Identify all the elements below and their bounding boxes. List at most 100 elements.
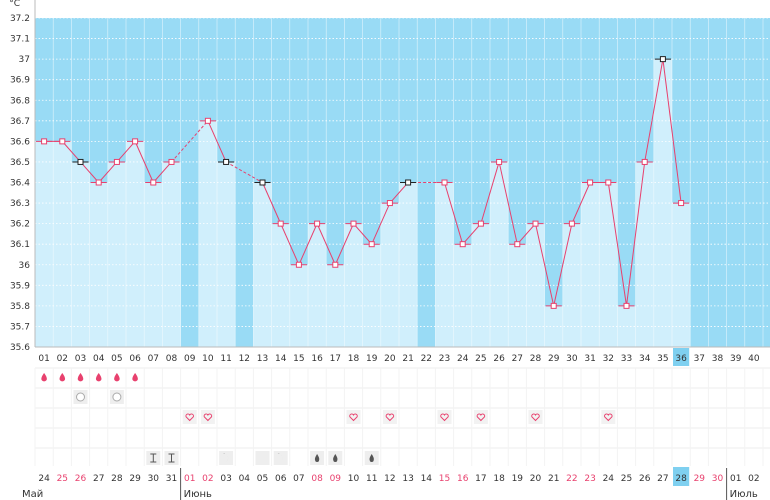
temperature-column — [126, 141, 145, 347]
temperature-point — [204, 117, 211, 124]
temperature-column — [635, 161, 654, 347]
y-axis-unit-label: °C — [9, 0, 20, 9]
cycle-day-label: 15 — [293, 354, 304, 364]
calendar-date-label: 09 — [330, 474, 342, 484]
small-drop-icon — [314, 454, 320, 462]
cycle-day-label: 13 — [257, 354, 268, 364]
temperature-column — [71, 161, 90, 347]
calendar-date-label: 08 — [311, 474, 323, 484]
icon-tile — [346, 410, 361, 424]
temperature-column — [672, 203, 691, 347]
temperature-segment — [626, 161, 646, 306]
calendar-date-label: 11 — [366, 474, 377, 484]
temperature-point — [350, 220, 357, 227]
cycle-day-label: 17 — [330, 354, 341, 364]
temperature-point — [259, 179, 266, 186]
cycle-day-label: 05 — [111, 354, 122, 364]
cycle-day-label: 12 — [239, 354, 250, 364]
cycle-day-label: 38 — [712, 354, 724, 364]
calendar-date-label: 29 — [129, 474, 141, 484]
temperature-segment — [498, 161, 518, 245]
cycle-day-label: 34 — [639, 354, 651, 364]
calendar-date-label: 20 — [530, 474, 542, 484]
calendar-date-label: 30 — [148, 474, 160, 484]
temperature-column — [53, 141, 72, 347]
temperature-point — [41, 138, 48, 145]
circle-icon — [76, 392, 85, 402]
temperature-column — [144, 182, 163, 347]
calendar-date-label: 13 — [402, 474, 413, 484]
cycle-day-label: 16 — [311, 354, 323, 364]
calendar-date-label: 03 — [220, 474, 231, 484]
temperature-column — [362, 244, 381, 347]
calendar-date-label: 04 — [239, 474, 251, 484]
cycle-day-label: 35 — [657, 354, 668, 364]
heart-icon — [349, 413, 358, 422]
y-tick-label: 37 — [19, 55, 30, 65]
calendar-date-label: 05 — [257, 474, 268, 484]
calendar-date-label: 28 — [675, 474, 687, 484]
y-tick-label: 36.7 — [10, 117, 30, 127]
icon-tile — [200, 410, 215, 424]
y-tick-label: 36.3 — [10, 199, 30, 209]
month-label: Июль — [730, 489, 758, 500]
calendar-date-label: 02 — [202, 474, 213, 484]
y-tick-label: 36.5 — [10, 158, 30, 168]
cycle-day-label: 40 — [748, 354, 760, 364]
temperature-point — [113, 158, 120, 165]
cycle-day-label: 23 — [439, 354, 450, 364]
temperature-point — [223, 158, 230, 165]
icon-tile — [473, 410, 488, 424]
cycle-day-label: 30 — [566, 354, 578, 364]
cycle-day-label: 19 — [366, 354, 378, 364]
icon-tile — [528, 410, 543, 424]
y-tick-label: 35.6 — [10, 343, 30, 353]
cycle-day-label: 06 — [129, 354, 141, 364]
calendar-date-label: 07 — [293, 474, 304, 484]
heart-icon — [203, 413, 213, 422]
y-tick-label: 36.1 — [10, 240, 30, 250]
temperature-segment — [207, 120, 227, 163]
icon-tile — [273, 451, 288, 465]
calendar-date-label: 02 — [748, 474, 759, 484]
cycle-day-label: 21 — [402, 354, 413, 364]
temperature-segment — [462, 223, 482, 245]
calendar-date-label: 28 — [111, 474, 123, 484]
temperature-segment — [644, 59, 664, 163]
drop-icon — [114, 373, 120, 382]
temperature-point — [568, 220, 575, 227]
plot-area — [34, 17, 770, 348]
temperature-point — [605, 179, 612, 186]
temperature-point — [532, 220, 539, 227]
calendar-date-label: 27 — [93, 474, 104, 484]
icon-tile — [601, 410, 616, 424]
cycle-day-label: 14 — [275, 354, 287, 364]
symbol-grid — [34, 367, 770, 466]
calendar-date-label: 25 — [57, 474, 68, 484]
cycle-day-label: 31 — [584, 354, 595, 364]
temperature-segment — [98, 161, 118, 183]
small-drop-icon — [369, 454, 374, 462]
y-tick-label: 36.2 — [10, 220, 30, 230]
temperature-gap-segment — [225, 161, 263, 183]
heart-icon — [604, 413, 613, 422]
calendar-date-label: 30 — [712, 474, 724, 484]
cycle-day-label: 26 — [493, 354, 505, 364]
calendar-date-label: 14 — [421, 474, 433, 484]
y-tick-label: 37.1 — [10, 35, 30, 45]
temperature-point — [277, 220, 284, 227]
temperature-point — [587, 179, 594, 186]
temperature-segment — [316, 223, 336, 265]
temperature-segment — [298, 223, 318, 265]
small-drop-icon — [333, 454, 338, 462]
temperature-segment — [553, 223, 573, 306]
y-tick-label: 35.8 — [10, 302, 30, 312]
temperature-segment — [262, 182, 282, 224]
cycle-day-label: 11 — [220, 354, 231, 364]
heart-icon — [476, 413, 486, 422]
temperature-segment — [152, 161, 172, 183]
cycle-day-label: 20 — [384, 354, 396, 364]
y-axis: 35.6 35.7 35.8 35.9 36 36.1 36.2 36.3 36.4 36.5 36… — [9, 0, 770, 353]
cycle-day-label: 36 — [675, 354, 687, 364]
